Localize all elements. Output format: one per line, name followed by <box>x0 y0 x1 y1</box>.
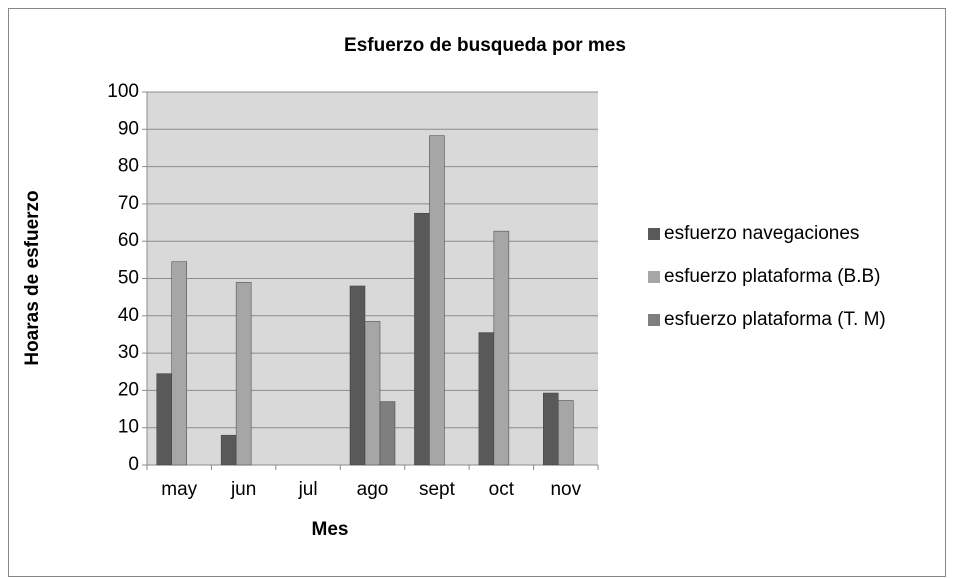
y-axis-title: Hoaras de esfuerzo <box>22 190 43 365</box>
legend-label: esfuerzo plataforma (T. M) <box>664 309 886 330</box>
bar <box>414 212 430 466</box>
bar <box>429 135 445 466</box>
bar <box>349 285 366 466</box>
bar <box>543 392 559 466</box>
bar <box>171 261 187 466</box>
y-tick-label: 90 <box>118 118 139 139</box>
legend-item: esfuerzo plataforma (B.B) <box>648 265 948 288</box>
chart-title: Esfuerzo de busqueda por mes <box>344 35 626 56</box>
x-tick-label: jun <box>230 479 256 500</box>
x-tick-label: jul <box>298 479 318 500</box>
y-tick-label: 0 <box>128 454 139 475</box>
bar <box>235 281 252 466</box>
y-tick-label: 20 <box>118 379 139 400</box>
y-tick-label: 30 <box>118 342 139 363</box>
y-tick-label: 10 <box>118 417 139 438</box>
legend-swatch <box>648 271 660 283</box>
bar <box>156 373 172 466</box>
legend: esfuerzo navegaciones esfuerzo plataforma… <box>648 222 948 351</box>
x-tick-label: ago <box>357 479 389 500</box>
legend-label: esfuerzo plataforma (B.B) <box>664 266 881 287</box>
x-tick-label: may <box>161 479 197 500</box>
bar <box>364 321 381 466</box>
x-tick-label: sept <box>419 479 456 500</box>
bar <box>493 230 510 466</box>
bar <box>558 400 574 466</box>
y-tick-label: 40 <box>118 305 139 326</box>
legend-item: esfuerzo navegaciones <box>648 222 948 245</box>
legend-item: esfuerzo plataforma (T. M) <box>648 308 948 331</box>
x-tick-label: nov <box>550 479 581 500</box>
bar <box>220 434 237 466</box>
y-tick-label: 80 <box>118 156 139 177</box>
legend-swatch <box>648 228 660 240</box>
y-tick-label: 100 <box>107 81 139 102</box>
x-axis-title: Mes <box>312 519 349 540</box>
bar <box>478 332 495 466</box>
y-tick-label: 50 <box>118 268 139 289</box>
x-tick-label: oct <box>489 479 515 500</box>
y-tick-label: 70 <box>118 193 139 214</box>
bar <box>379 401 396 466</box>
legend-label: esfuerzo navegaciones <box>664 223 860 244</box>
y-tick-label: 60 <box>118 230 139 251</box>
legend-swatch <box>648 314 660 326</box>
